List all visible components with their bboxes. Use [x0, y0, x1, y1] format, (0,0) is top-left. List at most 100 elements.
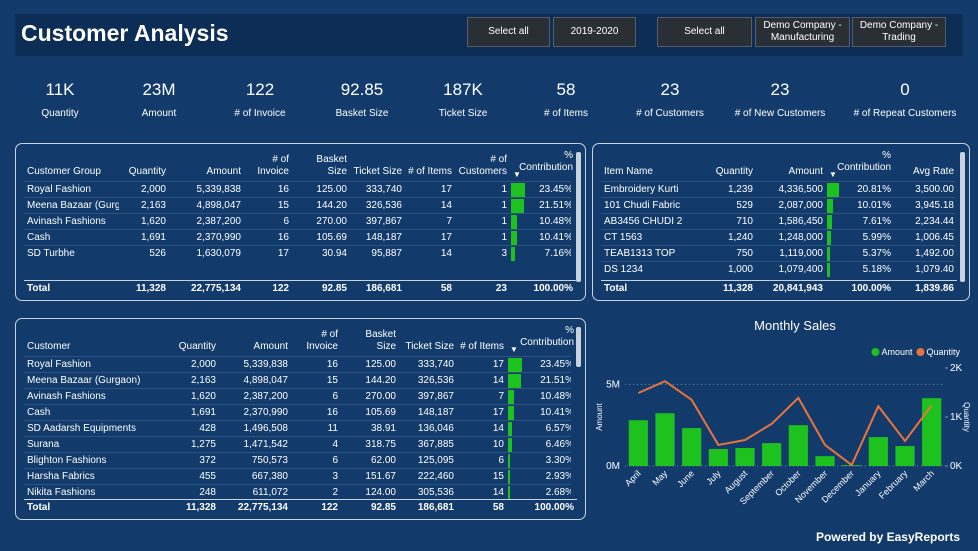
y2-tick-label: 0K: [950, 461, 963, 472]
bar: [735, 448, 755, 466]
filter-button[interactable]: Select all: [467, 17, 550, 47]
column-header: Customer: [24, 325, 159, 356]
column-header: Item Name: [601, 150, 701, 181]
table-cell: 148,187: [399, 404, 457, 421]
table-cell: 1,586,450: [756, 213, 826, 230]
cell-text: Nikita Fashions: [27, 487, 96, 498]
legend-swatch: [916, 348, 925, 356]
cell-text: 222,460: [417, 471, 454, 482]
table-cell: 17: [405, 229, 455, 246]
cell-text: 58: [492, 502, 504, 513]
table-cell: 333,740: [399, 356, 457, 373]
table-cell: 1,248,000: [756, 229, 826, 246]
cell-text: 17: [492, 359, 504, 370]
cell-text: Cash: [27, 232, 51, 243]
table: Embroidery Kurti 1,239 4,336,500 20.81% 3,50…: [601, 181, 955, 277]
column-header: Quantity: [701, 150, 756, 181]
column-header-text: Avg Rate: [913, 166, 954, 177]
cell-text: 1,492.00: [915, 248, 954, 259]
table-cell: 16: [291, 404, 341, 421]
header-row: Item Name Quantity Amount% Contribution ▼ Av…: [601, 150, 957, 181]
table-cell: 1,492.00: [894, 245, 955, 262]
kpi-card: 23 # of Customers: [610, 80, 730, 119]
column-header-text: Item Name: [604, 166, 653, 177]
table-cell: 750,573: [219, 452, 291, 469]
cell-text: 148,187: [417, 407, 454, 418]
table-cell: 21.51%: [507, 372, 571, 389]
cell-text: 4,898,047: [196, 200, 242, 211]
kpi-card: 23 # of New Customers: [720, 80, 840, 119]
cell-text: 270.00: [316, 216, 347, 227]
kpi-card: 0 # of Repeat Customers: [845, 80, 965, 119]
table-cell: 305,536: [399, 484, 457, 499]
table-cell: 125.00: [341, 356, 399, 373]
cell-text: 11,328: [185, 502, 216, 513]
cell-text: 1,586,450: [778, 216, 824, 227]
table-cell: 10.01%: [826, 197, 894, 214]
kpi-value: 23M: [142, 80, 176, 99]
table-cell: 1,079,400: [756, 261, 826, 277]
sort-arrow: ▼: [510, 345, 518, 354]
cell-text: 2,000: [140, 184, 166, 195]
bar: [708, 449, 728, 466]
cell-text: 20,841,943: [772, 283, 823, 294]
filter-button[interactable]: Select all: [657, 17, 752, 47]
table-cell: 367,885: [399, 436, 457, 453]
cell-text: 2.68%: [545, 487, 571, 498]
kpi-label: Amount: [141, 108, 177, 119]
cell-text: 17: [277, 248, 289, 259]
column-header: Ticket Size: [350, 150, 405, 181]
contribution-bar: [511, 199, 524, 213]
table-cell: 125.00: [292, 181, 350, 198]
cell-text: AB3456 CHUDI 2: [604, 216, 683, 227]
cell-text: 2,087,000: [778, 200, 824, 211]
column-header-text: Amount: [788, 166, 823, 177]
sort-arrow: ▼: [829, 170, 837, 179]
cell-text: Harsha Fabrics: [27, 471, 95, 482]
table-cell: 6: [291, 388, 341, 405]
cell-text: Meena Bazaar (Gurgaon): [27, 375, 141, 386]
column-header-text: # of Invoice: [306, 329, 338, 352]
cell-text: 2,370,990: [243, 407, 289, 418]
cell-text: 1,006.45: [915, 232, 954, 243]
table-cell: 270.00: [341, 388, 399, 405]
cell-text: 5,339,838: [196, 184, 242, 195]
filter-button[interactable]: Demo Company - Manufacturing: [755, 17, 850, 47]
cell-text: 1,079,400: [778, 264, 824, 275]
kpi-value: 58: [556, 80, 576, 99]
table: Customer Quantity Amount # of Invoice Basket…: [24, 325, 577, 356]
y2-axis-title: Quantity: [962, 402, 970, 432]
table-cell: 1,620: [119, 213, 169, 230]
table-cell: 5.99%: [826, 229, 894, 246]
cell-text: Royal Fashion: [27, 184, 91, 195]
table-cell: 6.57%: [507, 420, 571, 437]
table-cell: Royal Fashion: [24, 356, 159, 373]
bar: [788, 425, 808, 466]
line: [637, 380, 933, 467]
cell-text: 270.00: [365, 391, 396, 402]
cell-text: 2,163: [190, 375, 216, 386]
cell-text: 16: [326, 359, 338, 370]
cell-text: 3.30%: [545, 455, 571, 466]
table-cell: 1,630,079: [169, 245, 244, 261]
total-cell: Total: [601, 280, 701, 296]
cell-text: 148,187: [365, 232, 402, 243]
column-header: Basket Size: [341, 325, 399, 356]
table-cell: Meena Bazaar (Gurgaon): [24, 372, 159, 389]
contribution-bar: [511, 231, 518, 245]
table-cell: Harsha Fabrics: [24, 468, 159, 485]
cell-text: 529: [736, 200, 753, 211]
filter-button[interactable]: 2019-2020: [553, 17, 636, 47]
column-header-text: # of Invoice: [257, 154, 289, 177]
filter-button[interactable]: Demo Company - Trading: [852, 17, 946, 47]
table-row: Surana 1,275 1,471,542 4 318.75 367,885 10 6.46…: [24, 436, 571, 453]
column-header-text: # of Items: [408, 166, 452, 177]
table-cell: 4,336,500: [756, 181, 826, 198]
cell-text: 318.75: [365, 439, 396, 450]
total-cell: 20,841,943: [756, 280, 826, 296]
table-row: Cash 1,691 2,370,990 16 105.69 148,187 17 10.41…: [24, 404, 571, 421]
table-cell: 5.18%: [826, 261, 894, 277]
table-cell: 15: [244, 197, 292, 214]
table-row: Avinash Fashions 1,620 2,387,200 6 270.00 397…: [24, 213, 571, 230]
cell-text: 1,691: [190, 407, 216, 418]
